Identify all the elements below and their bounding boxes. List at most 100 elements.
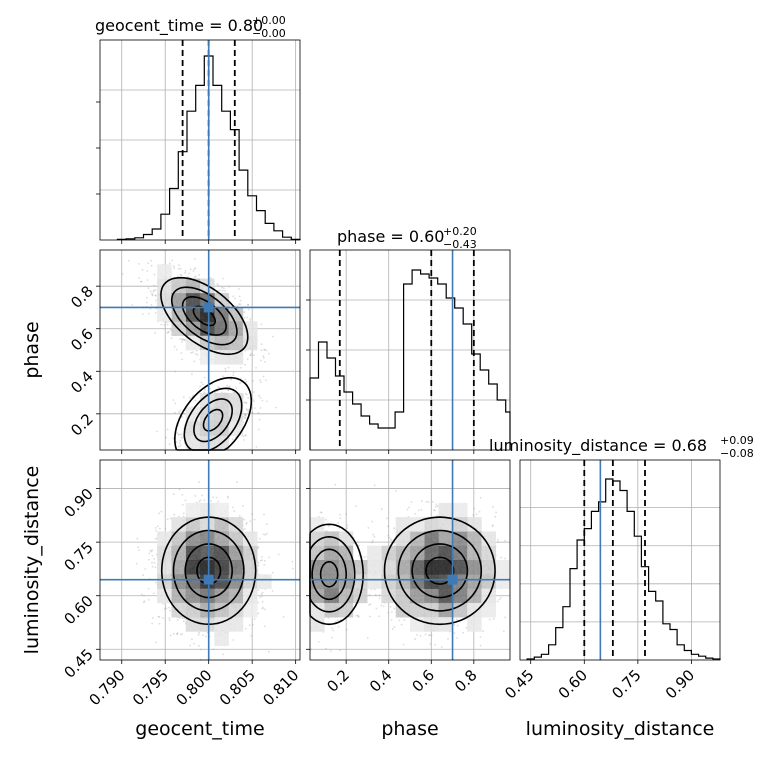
sample-point	[258, 537, 261, 540]
sample-point	[244, 392, 247, 395]
sample-point	[259, 381, 262, 384]
sample-point	[181, 358, 183, 361]
sample-point	[244, 434, 247, 437]
sample-point	[226, 497, 229, 499]
sample-point	[184, 499, 187, 502]
sample-point	[245, 380, 248, 383]
sample-point	[221, 286, 223, 289]
sample-point	[253, 354, 255, 356]
sample-point	[150, 292, 153, 295]
sample-point	[183, 412, 185, 415]
sample-point	[260, 359, 262, 362]
sample-point	[169, 517, 172, 520]
sample-point	[264, 361, 266, 363]
sample-point	[176, 432, 179, 435]
sample-point	[218, 386, 220, 389]
sample-point	[154, 537, 157, 540]
sample-point	[198, 481, 200, 484]
sample-point	[246, 409, 249, 411]
sample-point	[227, 389, 230, 391]
histogram-phase-panel	[306, 249, 511, 454]
sample-point	[247, 308, 250, 311]
sample-point	[291, 567, 294, 570]
sample-point	[144, 568, 147, 570]
sample-point	[244, 363, 247, 366]
sample-point	[181, 633, 184, 635]
sample-point	[212, 648, 215, 651]
sample-point	[181, 338, 184, 341]
sample-point	[222, 375, 224, 378]
density-cells	[157, 264, 258, 451]
sample-point	[235, 387, 238, 390]
sample-point	[246, 358, 249, 360]
sample-point	[194, 399, 197, 402]
sample-point	[260, 343, 263, 346]
sample-point	[232, 295, 235, 298]
sample-point	[147, 287, 150, 290]
sample-point	[179, 338, 182, 340]
sample-point	[181, 338, 184, 340]
sample-point	[146, 270, 149, 272]
sample-point	[152, 290, 155, 293]
sample-point	[245, 393, 248, 396]
sample-point	[267, 650, 270, 653]
sample-point	[203, 376, 206, 379]
sample-point	[142, 574, 145, 577]
sample-point	[218, 289, 221, 292]
sample-point	[178, 617, 181, 619]
sample-point	[175, 441, 178, 444]
sample-point	[261, 559, 263, 561]
sample-point	[227, 495, 229, 498]
sample-point	[174, 411, 176, 414]
sample-point	[181, 341, 183, 343]
sample-point	[249, 354, 252, 357]
sample-point	[243, 518, 246, 521]
sample-point	[259, 407, 262, 409]
sample-point	[150, 259, 153, 262]
sample-point	[236, 481, 238, 484]
sample-point	[140, 280, 143, 283]
sample-point	[158, 622, 161, 625]
sample-point	[215, 496, 218, 499]
sample-point	[189, 644, 192, 647]
sample-point	[221, 391, 224, 394]
sample-point	[168, 606, 171, 609]
sample-point	[262, 533, 265, 536]
sample-point	[182, 515, 185, 518]
contour-line	[193, 398, 233, 443]
sample-point	[233, 510, 236, 513]
sample-point	[173, 267, 176, 269]
sample-point	[253, 400, 255, 402]
sample-point	[179, 444, 182, 447]
sample-point	[245, 627, 247, 630]
density-cell	[185, 292, 201, 308]
density-cell	[200, 350, 215, 365]
sample-point	[198, 644, 200, 647]
sample-point	[127, 259, 130, 262]
sample-point	[159, 527, 161, 530]
sample-point	[143, 600, 146, 603]
sample-point	[191, 373, 193, 376]
sample-point	[265, 400, 268, 403]
sample-point	[263, 513, 265, 516]
sample-point	[198, 500, 201, 503]
sample-point	[239, 382, 242, 385]
sample-point	[262, 357, 265, 359]
sample-point	[151, 294, 154, 297]
sample-point	[147, 587, 150, 590]
sample-point	[238, 295, 241, 298]
density-cell	[200, 421, 215, 436]
sample-point	[189, 396, 191, 399]
sample-point	[190, 351, 193, 354]
sample-point	[148, 312, 150, 315]
sample-point	[173, 345, 176, 348]
sample-point	[197, 633, 200, 636]
sample-point	[198, 274, 201, 276]
sample-point	[224, 367, 227, 370]
sample-point	[184, 271, 186, 274]
sample-point	[244, 417, 246, 419]
sample-point	[193, 360, 196, 363]
sample-point	[148, 558, 150, 561]
sample-point	[192, 351, 194, 354]
density-cell	[157, 292, 172, 308]
